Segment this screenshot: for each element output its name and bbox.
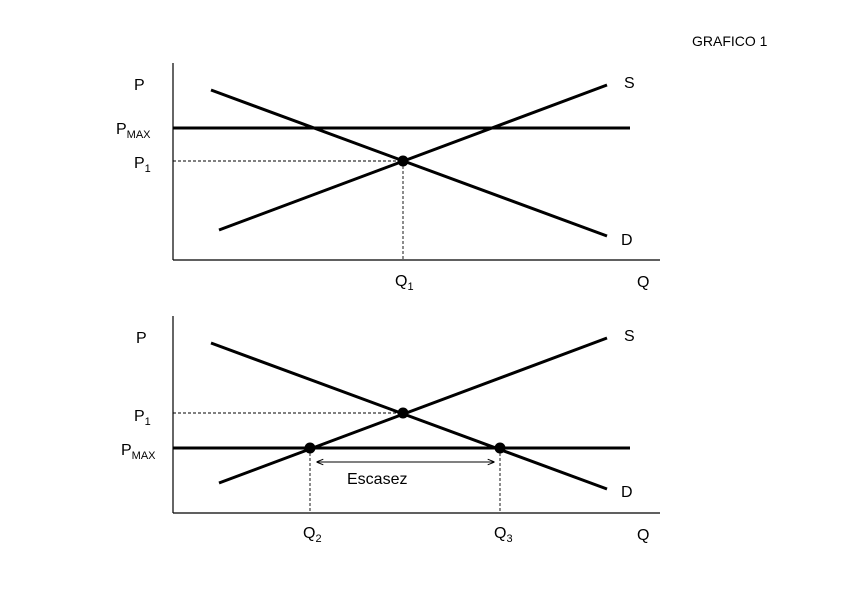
- panel-1: P PMAX P1 S D Q1 Q: [116, 63, 660, 293]
- label-sub: 1: [407, 281, 413, 293]
- label-sub: 1: [145, 163, 151, 175]
- label-sub: MAX: [127, 129, 152, 141]
- equilibrium-point: [397, 407, 409, 419]
- quantity-label: Q3: [494, 525, 513, 545]
- supply-curve: [218, 83, 608, 232]
- supply-label: S: [624, 75, 635, 92]
- demand-label: D: [621, 232, 633, 249]
- label-base: P: [116, 121, 127, 138]
- label-base: P: [134, 408, 145, 425]
- price-ceiling-label: PMAX: [121, 442, 156, 462]
- x-axis-label: Q: [637, 527, 649, 544]
- demand-label: D: [621, 484, 633, 501]
- price-ceiling-label: PMAX: [116, 121, 151, 141]
- equilibrium-price-label: P1: [134, 155, 151, 175]
- x-axis-label: Q: [637, 274, 649, 291]
- label-base: Q: [494, 525, 506, 542]
- quantity-label: Q1: [395, 273, 414, 293]
- title: GRAFICO 1: [692, 33, 768, 49]
- label-base: Q: [303, 525, 315, 542]
- y-axis-label: P: [134, 77, 145, 94]
- panel-2: Escasez P P1 PMAX S D Q2 Q3 Q: [121, 316, 660, 545]
- supply-label: S: [624, 328, 635, 345]
- equilibrium-price-label: P1: [134, 408, 151, 428]
- shortage-label: Escasez: [347, 471, 407, 488]
- label-base: Q: [395, 273, 407, 290]
- label-sub: MAX: [132, 450, 157, 462]
- supply-curve: [218, 336, 608, 485]
- label-sub: 1: [145, 416, 151, 428]
- demand-point: [494, 442, 506, 454]
- label-base: P: [134, 155, 145, 172]
- supply-point: [304, 442, 316, 454]
- y-axis-label: P: [136, 330, 147, 347]
- equilibrium-point: [397, 155, 409, 167]
- demand-curve: [210, 88, 608, 238]
- label-sub: 2: [315, 533, 321, 545]
- demand-curve: [210, 341, 608, 491]
- label-sub: 3: [506, 533, 512, 545]
- label-base: P: [121, 442, 132, 459]
- quantity-label: Q2: [303, 525, 322, 545]
